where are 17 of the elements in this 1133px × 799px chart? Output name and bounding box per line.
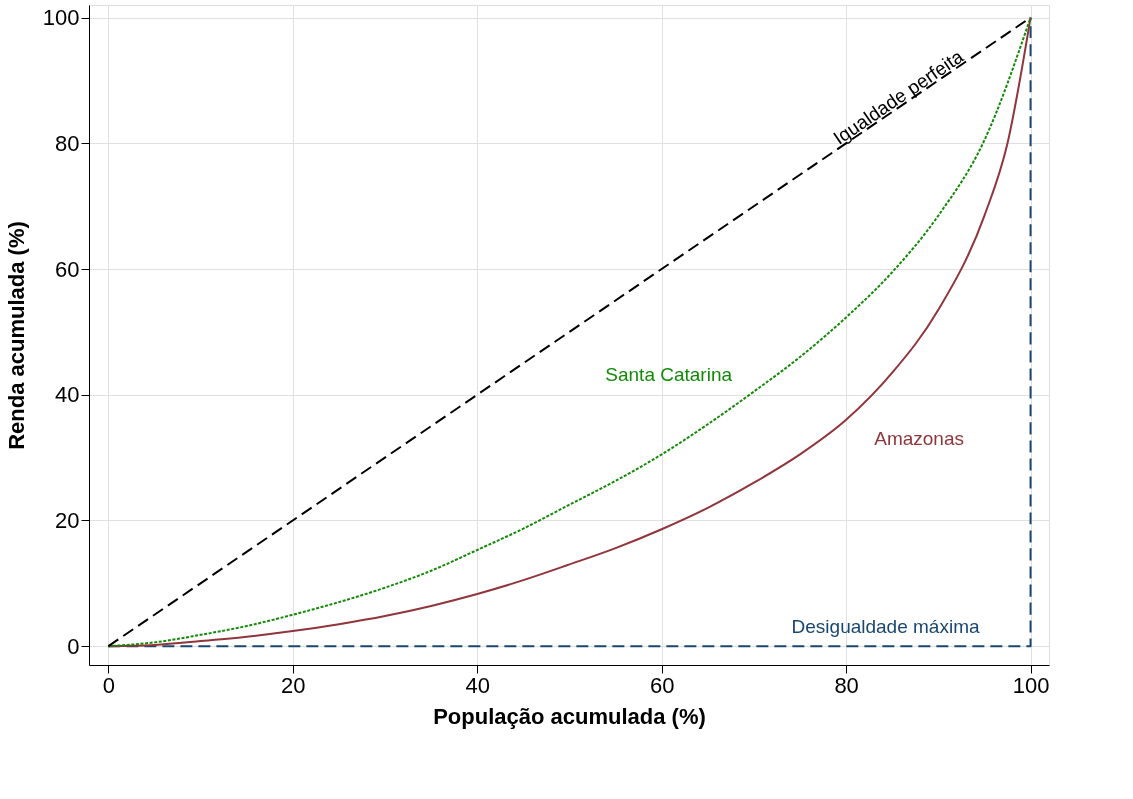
x-tick-label: 80 [834, 672, 859, 698]
y-tick-label: 20 [55, 507, 80, 533]
x-tick-label: 100 [1012, 672, 1050, 698]
series-label: Desigualdade máxima [791, 616, 980, 638]
y-axis-title: Renda acumulada (%) [3, 221, 29, 450]
x-tick-label: 60 [649, 672, 675, 698]
x-tick-label: 20 [281, 672, 306, 698]
y-tick-label: 100 [42, 5, 80, 31]
series-label: Santa Catarina [605, 364, 733, 386]
x-tick-label: 0 [102, 672, 115, 698]
y-tick-label: 40 [55, 382, 80, 408]
y-tick-label: 60 [55, 256, 80, 282]
y-tick-label: 80 [55, 130, 80, 156]
x-axis-title: População acumulada (%) [433, 703, 706, 729]
series-label: Amazonas [874, 427, 965, 449]
x-tick-label: 40 [465, 672, 490, 698]
y-tick-label: 0 [67, 633, 80, 659]
